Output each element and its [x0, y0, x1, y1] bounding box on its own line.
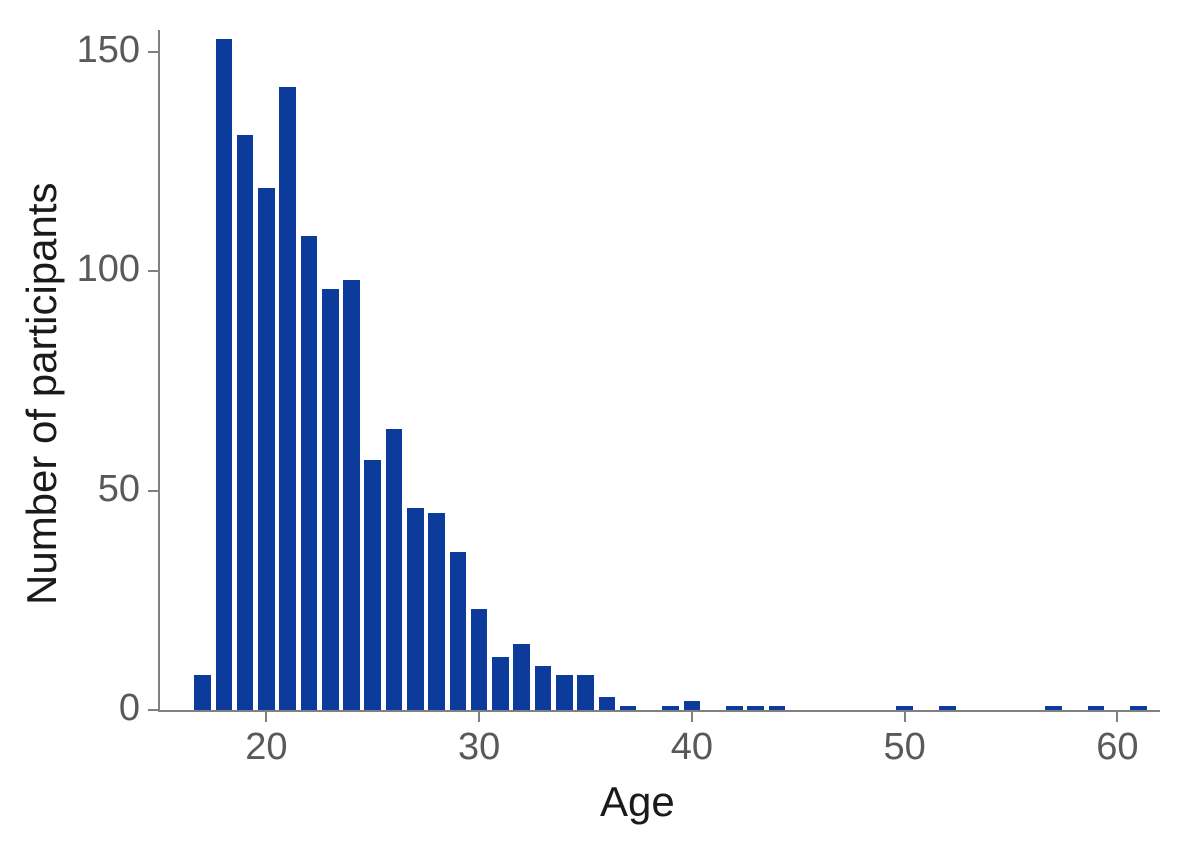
- x-tick: [478, 712, 480, 722]
- plot-area: [160, 30, 1160, 710]
- x-tick-label: 50: [855, 726, 955, 769]
- x-axis-title: Age: [600, 778, 675, 826]
- y-tick-label: 0: [40, 687, 140, 730]
- y-tick: [148, 51, 158, 53]
- histogram-bar: [194, 675, 211, 710]
- x-tick: [1116, 712, 1118, 722]
- histogram-bar: [535, 666, 552, 710]
- y-axis-title: Number of participants: [18, 182, 66, 605]
- histogram-bar: [407, 508, 424, 710]
- y-tick: [148, 490, 158, 492]
- x-tick-label: 40: [642, 726, 742, 769]
- histogram-bar: [556, 675, 573, 710]
- y-tick-label: 150: [40, 29, 140, 72]
- histogram-bar: [577, 675, 594, 710]
- histogram-bar: [684, 701, 701, 710]
- y-tick: [148, 270, 158, 272]
- y-axis-line: [158, 30, 160, 712]
- histogram-bar: [301, 236, 318, 710]
- x-tick: [904, 712, 906, 722]
- histogram-bar: [428, 513, 445, 710]
- x-tick: [691, 712, 693, 722]
- histogram-bar: [450, 552, 467, 710]
- histogram-bar: [513, 644, 530, 710]
- x-tick-label: 20: [216, 726, 316, 769]
- x-tick-label: 30: [429, 726, 529, 769]
- histogram-bar: [471, 609, 488, 710]
- x-tick: [265, 712, 267, 722]
- x-tick-label: 60: [1067, 726, 1167, 769]
- histogram-bar: [386, 429, 403, 710]
- y-tick: [148, 709, 158, 711]
- histogram-bar: [599, 697, 616, 710]
- y-tick-label: 50: [40, 468, 140, 511]
- histogram-bar: [237, 135, 254, 710]
- histogram-bar: [364, 460, 381, 710]
- histogram-chart: Number of participants Age 20 30 40 50 60 0 50…: [0, 0, 1200, 857]
- histogram-bar: [343, 280, 360, 710]
- x-axis-line: [160, 710, 1160, 712]
- histogram-bar: [216, 39, 233, 710]
- histogram-bar: [322, 289, 339, 710]
- histogram-bar: [258, 188, 275, 710]
- histogram-bar: [492, 657, 509, 710]
- histogram-bar: [279, 87, 296, 710]
- y-tick-label: 100: [40, 248, 140, 291]
